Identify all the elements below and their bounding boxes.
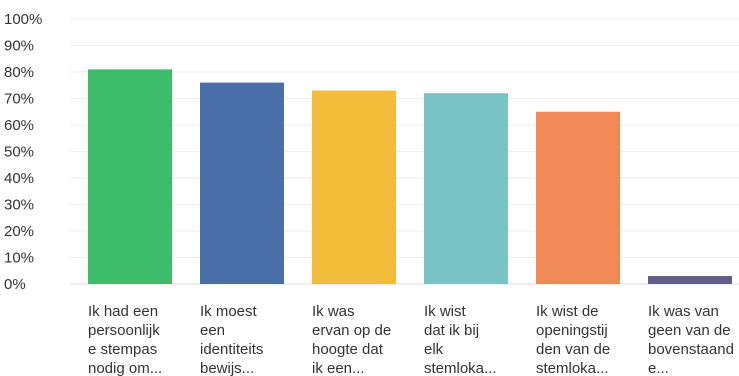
bar <box>200 82 284 284</box>
x-category-label: Ik had een persoonlijk e stempas nodig om..… <box>88 303 162 376</box>
y-tick-label: 50% <box>4 144 34 161</box>
y-tick-label: 20% <box>4 223 34 240</box>
y-tick-label: 30% <box>4 197 34 214</box>
bar <box>88 69 172 284</box>
y-tick-label: 40% <box>4 170 34 187</box>
y-tick-label: 80% <box>4 64 34 81</box>
y-tick-label: 60% <box>4 117 34 134</box>
y-tick-label: 0% <box>4 276 26 293</box>
bar <box>424 93 508 284</box>
bar <box>648 276 732 284</box>
x-category-label: Ik wist de openingstij den van de stemloka.… <box>536 303 610 376</box>
y-tick-label: 70% <box>4 91 34 108</box>
y-tick-label: 90% <box>4 38 34 55</box>
y-axis: 0% 10% 20% 30% 40% 50% 60% 70% 80% 90% 100% <box>4 11 42 293</box>
bar <box>536 111 620 284</box>
x-axis: Ik had een persoonlijk e stempas nodig om..… <box>88 303 734 376</box>
x-category-label: Ik was ervan op de hoogte dat ik een... <box>312 303 391 376</box>
chart-bars <box>88 69 732 284</box>
y-tick-label: 10% <box>4 250 34 267</box>
y-tick-label: 100% <box>4 11 42 28</box>
x-category-label: Ik was van geen van de bovenstaand e... <box>648 303 734 376</box>
x-category-label: Ik moest een identiteits bewijs... <box>200 303 263 376</box>
bar <box>312 90 396 284</box>
x-category-label: Ik wist dat ik bij elk stemloka... <box>424 303 497 376</box>
chart-gridlines <box>70 18 739 285</box>
